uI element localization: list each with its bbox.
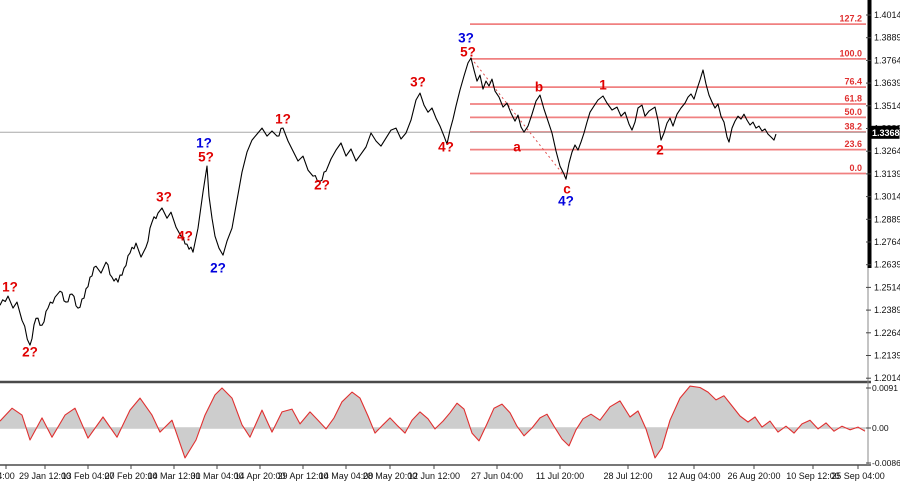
price-axis-label: 1.3639 [874, 78, 900, 88]
time-axis-label: 31 Mar 04:00 [190, 471, 243, 481]
time-axis-label: 28 May 20:00 [363, 471, 418, 481]
time-axis-label: 14 May 04:00 [319, 471, 374, 481]
wave-label: 2? [210, 261, 226, 276]
oscillator-area [0, 386, 865, 458]
price-axis-label: 1.3514 [874, 101, 900, 111]
time-axis-label: 25 Sep 04:00 [831, 471, 885, 481]
oscillator-axis-label: -0.00862 [872, 458, 900, 468]
wave-label: 4? [558, 194, 574, 209]
wave-label: 3? [156, 190, 172, 205]
fib-level-label: 76.4 [844, 77, 862, 87]
fib-level-label: 127.2 [839, 14, 862, 24]
fib-level-label: 61.8 [844, 94, 862, 104]
time-axis-label: 27 Jun 04:00 [471, 471, 523, 481]
wave-label: 5? [460, 45, 476, 60]
price-axis-label: 1.2889 [874, 214, 900, 224]
wave-label: 4? [438, 140, 454, 155]
price-axis-label: 1.4014 [874, 10, 900, 20]
time-axis-label: 27 Feb 20:00 [104, 471, 157, 481]
price-axis-label: 1.2014 [874, 373, 900, 383]
wave-label: c [563, 182, 571, 197]
oscillator-line [0, 385, 866, 459]
price-axis-label: 1.3889 [874, 33, 900, 43]
fib-level-label: 38.2 [844, 122, 862, 132]
price-axis-label: 1.2139 [874, 351, 900, 361]
fib-level-label: 100.0 [839, 48, 862, 58]
time-axis-label: 12 Aug 04:00 [667, 471, 720, 481]
price-axis-label: 1.3264 [874, 146, 900, 156]
time-axis-label: 13 Feb 04:00 [61, 471, 114, 481]
wave-label: 1? [275, 112, 291, 127]
time-axis-label: 26 Aug 20:00 [727, 471, 780, 481]
wave-label: 4? [177, 229, 193, 244]
wave-label: 1? [196, 136, 212, 151]
fib-level-label: 23.6 [844, 139, 862, 149]
time-axis-label: 12 Jun 12:00 [408, 471, 460, 481]
wave-label: 2? [314, 178, 330, 193]
time-axis-label: 4:00 [0, 471, 15, 481]
wave-label: 3? [458, 31, 474, 46]
time-axis-label: 29 Apr 12:00 [277, 471, 328, 481]
wave-label: 5? [198, 150, 214, 165]
price-axis-label: 1.3139 [874, 169, 900, 179]
fib-level-label: 50.0 [844, 107, 862, 117]
price-line [0, 57, 777, 346]
price-axis-label: 1.2389 [874, 305, 900, 315]
time-axis-label: 10 Sep 12:00 [786, 471, 840, 481]
wave-label: 1? [2, 280, 18, 295]
price-axis-label: 1.2514 [874, 282, 900, 292]
wave-label: b [535, 80, 543, 95]
current-price-badge-text: 1.3368 [872, 128, 900, 138]
price-axis-label: 1.2264 [874, 328, 900, 338]
wave-label: 2? [22, 345, 38, 360]
price-axis-label: 1.3764 [874, 55, 900, 65]
price-axis-label: 1.3014 [874, 192, 900, 202]
wave-label: a [513, 140, 521, 155]
current-price-badge [868, 125, 900, 139]
oscillator-axis-label: 0.00 [872, 423, 889, 433]
time-axis-label: 28 Jul 12:00 [603, 471, 652, 481]
oscillator-axis-label: 0.0091 [872, 383, 898, 393]
time-axis-label: 29 Jan 12:00 [19, 471, 71, 481]
time-axis-label: 14 Apr 20:00 [234, 471, 285, 481]
price-axis-label: 1.2764 [874, 237, 900, 247]
wave-label: 3? [410, 75, 426, 90]
wave-label: 2 [656, 143, 664, 158]
time-axis-label: 14 Mar 12:00 [147, 471, 200, 481]
wave-label: 1 [599, 78, 607, 93]
fib-level-label: 0.0 [849, 163, 862, 173]
time-axis-label: 11 Jul 20:00 [536, 471, 584, 481]
price-axis-label: 1.2639 [874, 260, 900, 270]
